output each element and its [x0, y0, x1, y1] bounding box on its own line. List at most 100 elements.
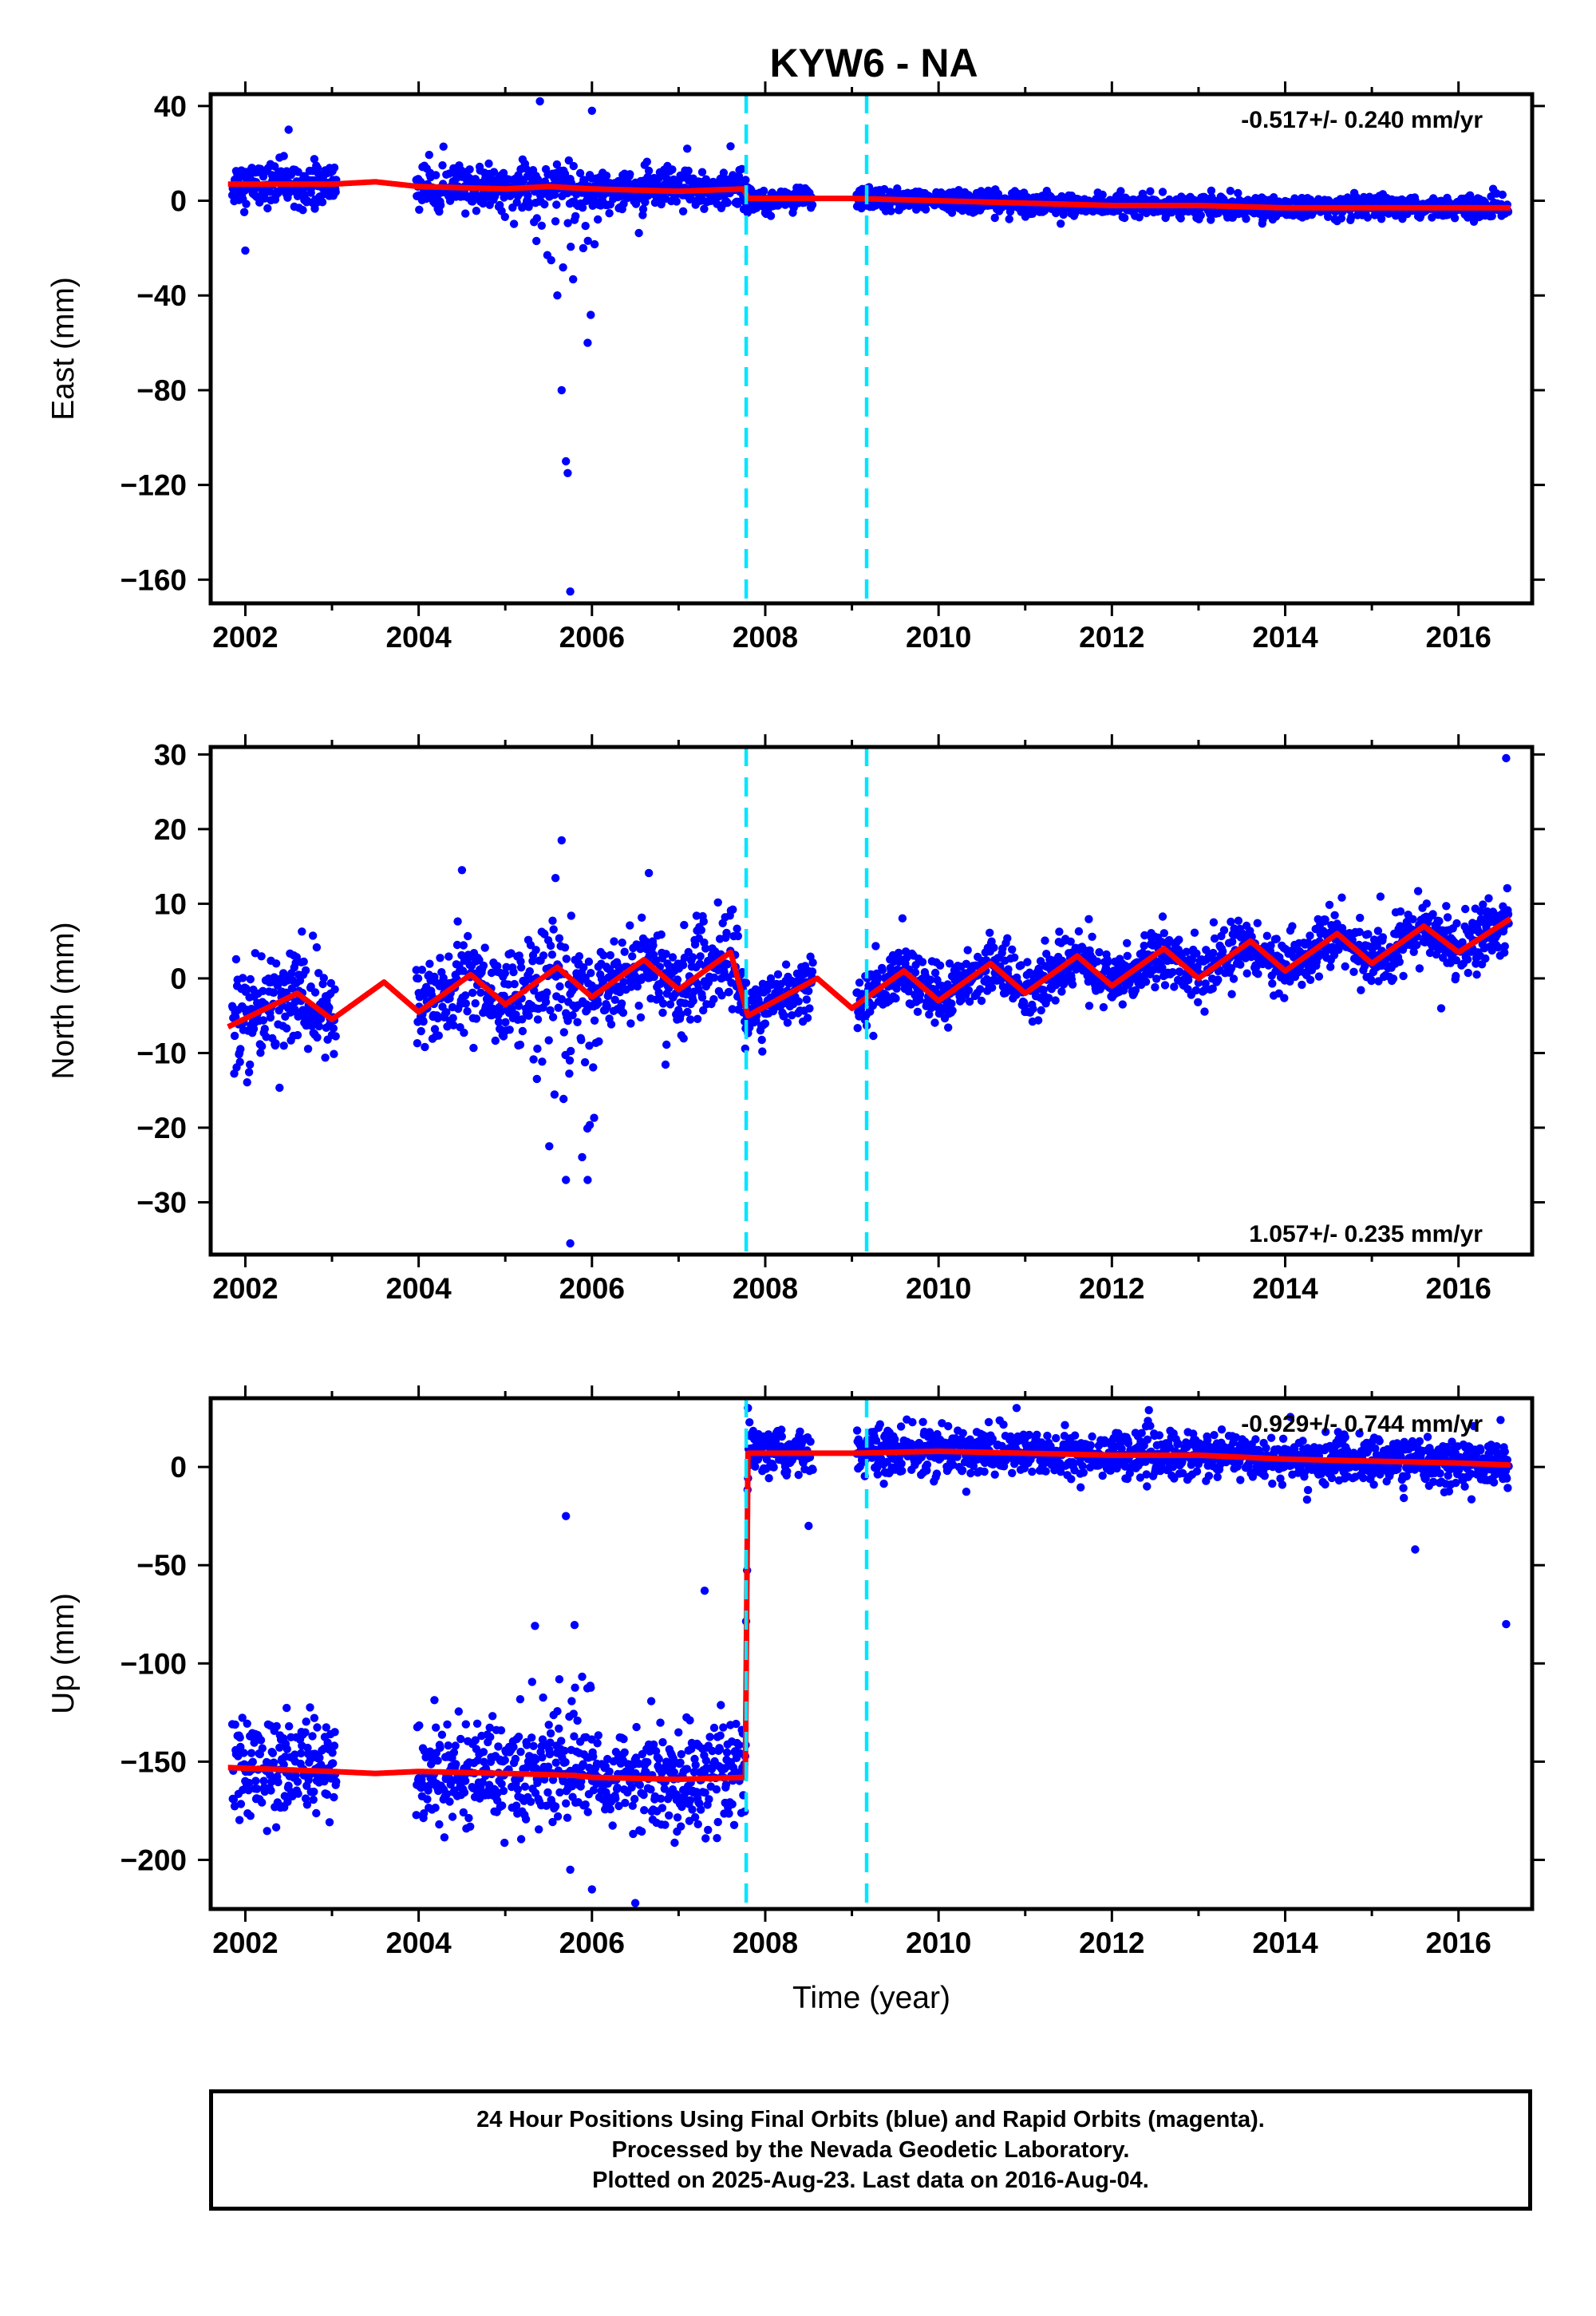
data-point [788, 1011, 796, 1020]
data-point [272, 1721, 281, 1731]
data-point [444, 952, 453, 961]
data-point [948, 1006, 957, 1015]
data-point [559, 1094, 568, 1104]
data-point [271, 1039, 280, 1048]
data-point [435, 1820, 444, 1829]
data-point [781, 960, 791, 969]
outlier-point [553, 291, 562, 300]
data-point [693, 1014, 702, 1024]
data-point [294, 1789, 302, 1798]
data-point [692, 911, 701, 920]
data-point [330, 985, 339, 994]
data-point [468, 988, 477, 998]
data-point [510, 979, 519, 989]
data-point [1242, 215, 1250, 223]
data-point [587, 969, 595, 978]
data-point [717, 991, 726, 1000]
data-point [1194, 998, 1203, 1007]
data-point [701, 175, 710, 184]
data-point [430, 1696, 439, 1705]
data-point [913, 1007, 922, 1017]
data-point [935, 961, 945, 970]
data-point [1158, 912, 1167, 921]
data-point [638, 913, 646, 923]
data-point [1088, 932, 1096, 942]
data-point [527, 1678, 536, 1686]
data-point [419, 1017, 428, 1026]
outlier-point [557, 836, 566, 845]
data-point [688, 953, 697, 962]
data-point [540, 930, 549, 939]
data-point [461, 999, 470, 1008]
data-point [253, 1784, 262, 1793]
x-tick-label: 2016 [1426, 1272, 1491, 1305]
data-point [307, 1022, 317, 1030]
x-tick-label: 2006 [559, 1272, 625, 1305]
data-point [944, 1023, 953, 1032]
data-point [633, 982, 642, 991]
data-point [1190, 928, 1199, 937]
outlier-point [726, 142, 735, 151]
x-tick-label: 2008 [733, 1272, 798, 1305]
data-point [595, 1037, 603, 1046]
data-point [310, 1787, 318, 1796]
data-point [453, 917, 462, 926]
data-point [329, 1759, 338, 1768]
data-point [514, 1733, 523, 1741]
data-point [590, 1113, 598, 1122]
data-point [545, 1749, 555, 1759]
data-point [539, 1693, 547, 1702]
data-point [501, 1018, 510, 1027]
data-point [1262, 931, 1272, 940]
data-point [313, 1723, 322, 1732]
data-point [465, 165, 474, 174]
data-point [1116, 187, 1125, 196]
data-point [990, 213, 999, 223]
data-point [271, 1823, 281, 1832]
x-tick-label: 2006 [559, 621, 625, 654]
data-point [1118, 1000, 1128, 1009]
data-point [1487, 211, 1496, 220]
data-point [331, 188, 340, 196]
data-point [555, 934, 564, 943]
data-point [1408, 915, 1417, 924]
data-point [306, 982, 315, 991]
outlier-point [583, 338, 592, 347]
data-point [719, 168, 729, 177]
data-point [760, 1019, 770, 1028]
data-point [618, 939, 626, 947]
data-point [516, 957, 525, 966]
data-point [425, 150, 433, 160]
data-point [432, 1723, 440, 1732]
data-point [1175, 935, 1183, 944]
data-point [1209, 948, 1218, 958]
x-tick-label: 2004 [385, 621, 452, 654]
data-point [580, 1057, 590, 1067]
data-point [1209, 918, 1219, 927]
data-point [562, 954, 571, 963]
data-point [329, 1024, 338, 1033]
data-point [472, 1014, 481, 1023]
data-point [330, 163, 339, 172]
data-point [1227, 990, 1236, 998]
data-point [926, 975, 935, 984]
data-point [509, 967, 518, 977]
data-point [1242, 969, 1251, 978]
data-point [977, 996, 986, 1006]
data-point [658, 1008, 667, 1018]
y-tick-label: 10 [154, 887, 187, 920]
data-point [436, 200, 445, 210]
data-point [559, 1028, 568, 1037]
data-point [1104, 958, 1112, 966]
data-point [448, 1812, 457, 1821]
data-point [1158, 188, 1167, 196]
data-point [314, 1022, 323, 1031]
data-point [563, 1813, 572, 1822]
data-point [649, 941, 658, 950]
data-point [628, 952, 637, 961]
data-point [965, 997, 974, 1006]
outlier-point [566, 1239, 575, 1248]
x-tick-label: 2014 [1252, 621, 1318, 654]
data-point [619, 978, 628, 986]
data-point [683, 1007, 692, 1017]
